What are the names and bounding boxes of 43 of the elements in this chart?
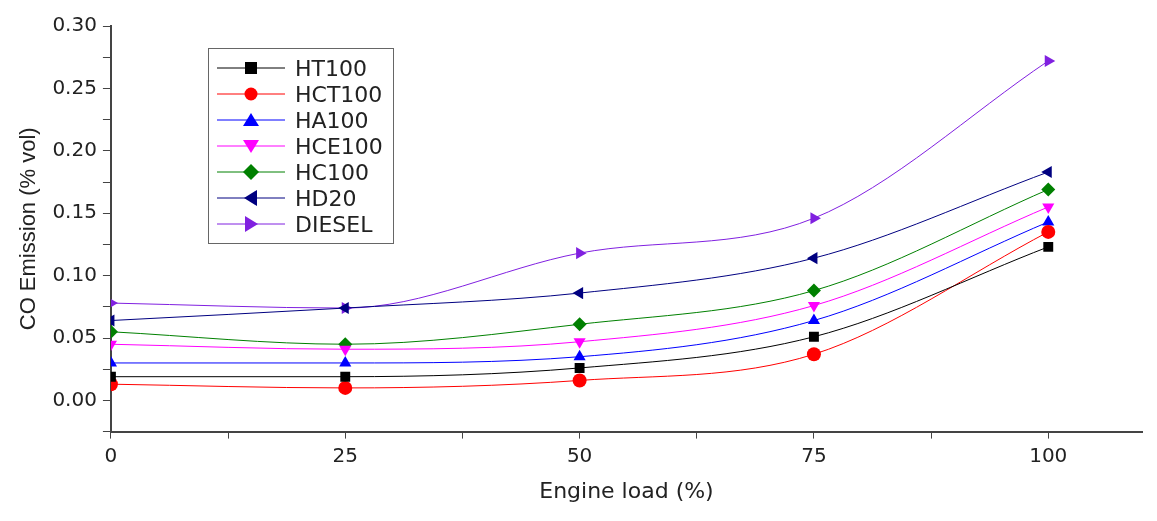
legend-label: HC100 — [295, 159, 369, 185]
x-tick-label: 25 — [332, 442, 358, 467]
y-tick-label: 0.15 — [52, 199, 97, 224]
point — [574, 363, 585, 373]
point — [1042, 203, 1055, 214]
point — [572, 373, 587, 388]
legend-label: HT100 — [295, 55, 367, 81]
point — [806, 252, 818, 265]
point — [576, 247, 587, 260]
point — [806, 283, 821, 298]
y-axis-title: CO Emission (% vol) — [15, 127, 41, 331]
point — [572, 317, 587, 332]
point — [806, 347, 821, 362]
point — [807, 302, 820, 313]
x-tick-label: 0 — [104, 442, 118, 467]
point — [808, 331, 819, 342]
point — [1041, 224, 1056, 239]
x-tick-label: 50 — [566, 442, 593, 467]
point — [573, 338, 586, 349]
y-tick-label: 0.25 — [52, 74, 97, 99]
point — [1041, 182, 1056, 197]
point — [573, 349, 586, 361]
point — [339, 345, 352, 357]
x-tick-label: 100 — [1029, 442, 1068, 467]
y-tick-label: 0.00 — [52, 386, 97, 411]
legend-label: DIESEL — [295, 211, 373, 237]
y-tick-label: 0.20 — [52, 137, 97, 161]
x-axis-title: Engine load (%) — [539, 477, 714, 503]
point — [1041, 165, 1052, 179]
legend-label: HCE100 — [295, 133, 383, 159]
point — [810, 212, 821, 225]
point — [807, 313, 820, 325]
point — [1043, 241, 1054, 252]
point — [339, 355, 352, 367]
y-tick-label: 0.05 — [52, 324, 97, 349]
point — [338, 380, 353, 395]
legend-label: HCT100 — [295, 81, 383, 107]
point — [340, 371, 351, 382]
y-tick-label: 0.10 — [52, 261, 97, 286]
x-tick-label: 75 — [801, 442, 827, 467]
y-tick-label: 0.30 — [52, 12, 97, 37]
legend-label: HA100 — [295, 107, 369, 133]
legend-label: HD20 — [295, 185, 357, 211]
